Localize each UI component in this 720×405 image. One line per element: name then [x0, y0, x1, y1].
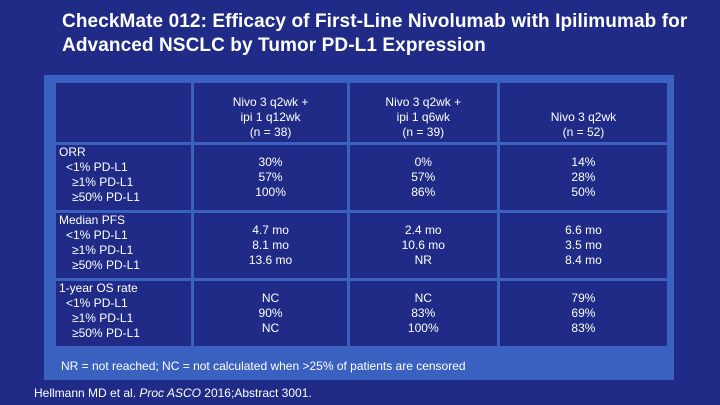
subgroup-label: <1% PD-L1: [66, 228, 128, 242]
citation-journal: Proc ASCO: [139, 386, 201, 400]
footnote: NR = not reached; NC = not calculated wh…: [61, 359, 466, 373]
cell-value: 57%: [258, 170, 283, 184]
subgroup-label: ≥50% PD-L1: [72, 258, 140, 272]
row-label-pfs: Median PFS <1% PD-L1 ≥1% PD-L1 ≥50% PD-L…: [52, 210, 195, 281]
subgroup-label: ≥50% PD-L1: [72, 190, 140, 204]
cell-value: 3.5 mo: [565, 238, 602, 252]
cell-value: 30%: [258, 155, 283, 169]
column-header-line: Nivo 3 q2wk: [550, 110, 617, 124]
column-header-n: (n = 38): [249, 125, 292, 139]
header-corner-cell: [52, 80, 195, 145]
cell-value: 100%: [255, 185, 286, 199]
table-cell: 14% 28% 50%: [496, 142, 671, 213]
table-cell: 4.7 mo 8.1 mo 13.6 mo: [191, 210, 350, 281]
table-cell: 79% 69% 83%: [496, 278, 671, 349]
citation-details: 2016;Abstract 3001.: [200, 386, 312, 400]
table-row-os: 1-year OS rate <1% PD-L1 ≥1% PD-L1 ≥50% …: [52, 278, 671, 349]
header-row: Nivo 3 q2wk + ipi 1 q12wk (n = 38) Nivo …: [52, 80, 671, 145]
citation-authors: Hellmann MD et al.: [34, 386, 140, 400]
column-header-line: Nivo 3 q2wk +: [232, 95, 309, 109]
cell-value: 50%: [571, 185, 596, 199]
cell-value: 0%: [414, 155, 432, 169]
cell-value: 8.4 mo: [565, 253, 602, 267]
citation: Hellmann MD et al. Proc ASCO 2016;Abstra…: [34, 386, 312, 400]
subgroup-label: ≥1% PD-L1: [72, 311, 134, 325]
table-cell: 30% 57% 100%: [191, 142, 350, 213]
slide-title: CheckMate 012: Efficacy of First-Line Ni…: [62, 11, 688, 56]
table-row-orr: ORR <1% PD-L1 ≥1% PD-L1 ≥50% PD-L1 30% 5…: [52, 142, 671, 213]
cell-value: NC: [261, 291, 280, 305]
column-header-line: Nivo 3 q2wk +: [385, 95, 462, 109]
cell-value: 4.7 mo: [252, 223, 289, 237]
subgroup-label: <1% PD-L1: [66, 296, 128, 310]
row-label-orr: ORR <1% PD-L1 ≥1% PD-L1 ≥50% PD-L1: [52, 142, 195, 213]
group-title: ORR: [59, 145, 86, 159]
cell-value: 90%: [258, 306, 283, 320]
table-cell: 2.4 mo 10.6 mo NR: [346, 210, 500, 281]
cell-value: 79%: [571, 291, 596, 305]
column-header-nivo-mono: Nivo 3 q2wk (n = 52): [496, 80, 671, 145]
cell-value: 28%: [571, 170, 596, 184]
cell-value: NR: [414, 253, 432, 267]
table-cell: 0% 57% 86%: [346, 142, 500, 213]
cell-value: 13.6 mo: [248, 253, 293, 267]
table-cell: NC 83% 100%: [346, 278, 500, 349]
cell-value: 69%: [571, 306, 596, 320]
cell-value: 83%: [411, 306, 436, 320]
row-label-os: 1-year OS rate <1% PD-L1 ≥1% PD-L1 ≥50% …: [52, 278, 195, 349]
group-title: 1-year OS rate: [59, 281, 138, 295]
column-header-line: ipi 1 q6wk: [396, 110, 450, 124]
column-header-q12wk: Nivo 3 q2wk + ipi 1 q12wk (n = 38): [191, 80, 350, 145]
column-header-n: (n = 39): [402, 125, 445, 139]
cell-value: 8.1 mo: [252, 238, 289, 252]
column-header-n: (n = 52): [562, 125, 605, 139]
cell-value: 6.6 mo: [565, 223, 602, 237]
cell-value: 86%: [411, 185, 436, 199]
subgroup-label: <1% PD-L1: [66, 160, 128, 174]
table-cell: NC 90% NC: [191, 278, 350, 349]
cell-value: 83%: [571, 321, 596, 335]
subgroup-label: ≥50% PD-L1: [72, 326, 140, 340]
cell-value: 14%: [571, 155, 596, 169]
cell-value: 2.4 mo: [404, 223, 442, 237]
cell-value: 100%: [407, 321, 439, 335]
column-header-q6wk: Nivo 3 q2wk + ipi 1 q6wk (n = 39): [346, 80, 500, 145]
table-row-pfs: Median PFS <1% PD-L1 ≥1% PD-L1 ≥50% PD-L…: [52, 210, 671, 281]
column-header-line: ipi 1 q12wk: [240, 110, 301, 124]
group-title: Median PFS: [59, 213, 126, 227]
table-cell: 6.6 mo 3.5 mo 8.4 mo: [496, 210, 671, 281]
subgroup-label: ≥1% PD-L1: [72, 243, 134, 257]
cell-value: 10.6 mo: [401, 238, 445, 252]
cell-value: NC: [261, 321, 280, 335]
subgroup-label: ≥1% PD-L1: [72, 175, 134, 189]
cell-value: 57%: [411, 170, 436, 184]
cell-value: NC: [414, 291, 432, 305]
efficacy-table: Nivo 3 q2wk + ipi 1 q12wk (n = 38) Nivo …: [52, 80, 671, 349]
